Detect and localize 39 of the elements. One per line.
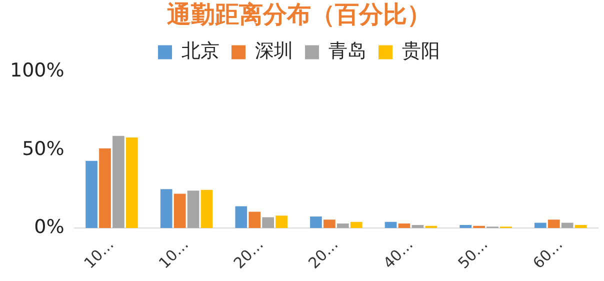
x-tick-label: 50…	[454, 235, 492, 272]
y-tick-label: 100%	[10, 60, 64, 82]
bar	[112, 136, 124, 228]
bar	[350, 222, 362, 228]
bar	[200, 190, 213, 228]
x-tick-label: 20…	[304, 235, 342, 272]
bar	[262, 217, 274, 228]
bar	[310, 216, 322, 228]
y-tick-label: 0%	[34, 216, 64, 238]
bar	[99, 148, 111, 228]
legend-label: 北京	[182, 40, 220, 62]
chart-title: 通勤距离分布（百分比）	[166, 0, 431, 29]
bar	[324, 220, 336, 228]
bar	[86, 160, 98, 228]
bar	[160, 189, 172, 228]
bar	[412, 225, 424, 228]
bar	[561, 222, 574, 228]
y-tick-label: 50%	[22, 138, 64, 160]
legend-label: 贵阳	[402, 40, 440, 62]
bar	[174, 194, 186, 228]
bar	[235, 206, 248, 228]
x-tick-label: 40…	[380, 235, 417, 272]
legend-label: 青岛	[328, 40, 366, 62]
x-tick-label: 10…	[80, 235, 118, 272]
x-tick-label: 10…	[155, 235, 192, 272]
bar	[336, 223, 349, 228]
bar	[398, 223, 410, 228]
legend-label: 深圳	[255, 40, 293, 62]
bar	[248, 212, 261, 228]
bar	[534, 222, 546, 228]
bar	[187, 190, 200, 228]
bar	[276, 216, 288, 228]
bar	[548, 220, 560, 228]
x-tick-label: 20…	[230, 235, 267, 272]
bar	[126, 137, 138, 228]
x-tick-label: 60…	[529, 235, 566, 272]
bar	[384, 222, 397, 228]
bar	[460, 225, 472, 228]
bar	[574, 225, 587, 228]
